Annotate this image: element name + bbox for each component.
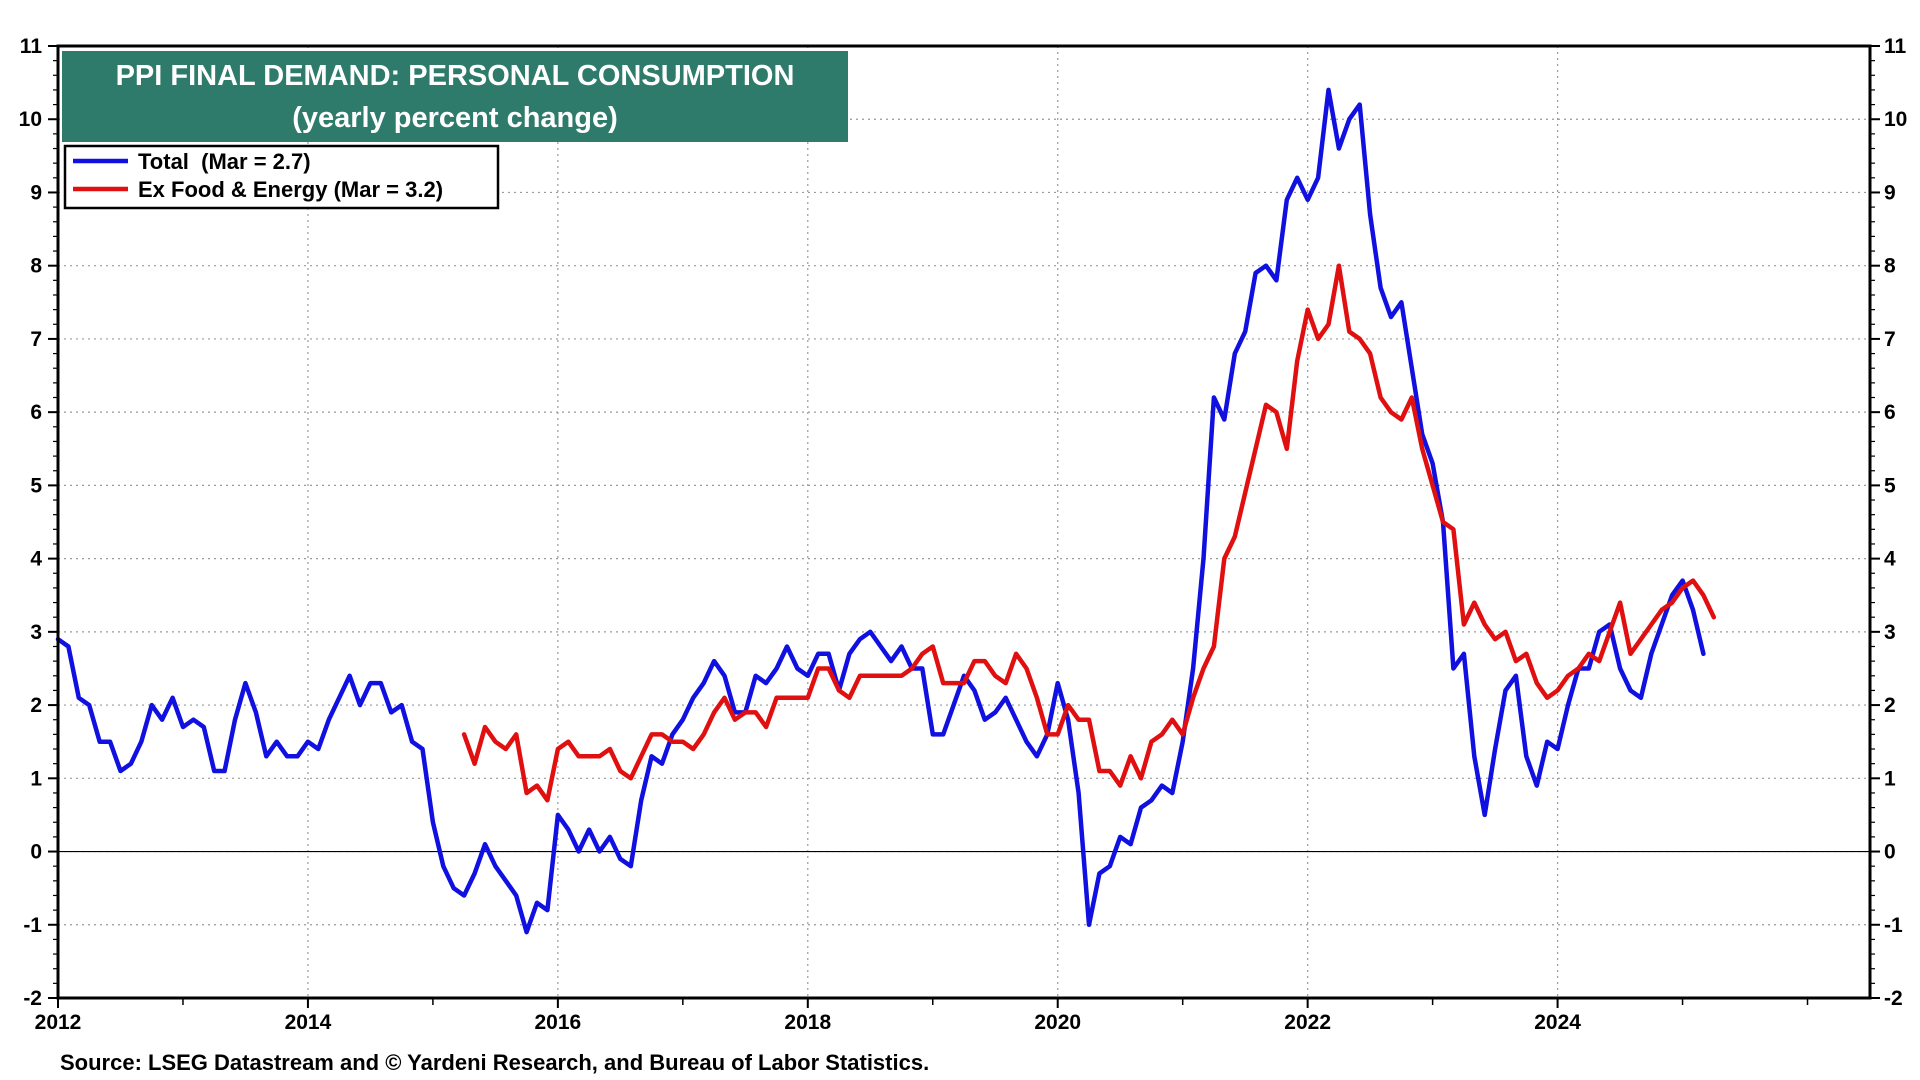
plot-frame	[56, 44, 1872, 1000]
y-tick-label-left: 2	[30, 694, 42, 717]
y-tick-label-left: 5	[30, 474, 42, 497]
y-tick-label-right: 6	[1884, 401, 1896, 424]
x-tick-label: 2020	[1034, 1011, 1081, 1034]
x-tick-label: 2012	[35, 1011, 82, 1034]
y-tick-label-left: 11	[20, 35, 43, 58]
y-tick-label-right: 4	[1884, 548, 1896, 571]
legend-label-core: Ex Food & Energy (Mar = 3.2)	[138, 177, 443, 202]
y-tick-label-right: 3	[1884, 621, 1896, 644]
y-tick-label-left: 6	[30, 401, 42, 424]
y-tick-label-left: 10	[19, 108, 42, 131]
x-axis: 2012 2014 2016 2018 2020 2022 2024	[35, 998, 1809, 1034]
y-tick-label-left: 7	[30, 328, 42, 351]
y-tick-label-right: -1	[1884, 914, 1903, 937]
x-tick-label: 2014	[285, 1011, 332, 1034]
y-tick-label-right: -2	[1884, 987, 1903, 1010]
x-tick-label: 2016	[535, 1011, 582, 1034]
x-tick-label: 2024	[1534, 1011, 1581, 1034]
y-tick-label-right: 8	[1884, 255, 1896, 278]
chart-title: PPI FINAL DEMAND: PERSONAL CONSUMPTION	[116, 60, 795, 92]
y-tick-label-left: -1	[23, 914, 42, 937]
y-tick-label-right: 1	[1884, 767, 1896, 790]
title-box	[62, 51, 848, 142]
y-tick-label-right: 7	[1884, 328, 1896, 351]
y-tick-label-right: 0	[1884, 841, 1896, 864]
x-tick-label: 2018	[784, 1011, 831, 1034]
y-tick-label-left: 1	[30, 767, 42, 790]
y-tick-label-left: 0	[30, 841, 42, 864]
legend-label-total: Total (Mar = 2.7)	[138, 149, 311, 174]
y-tick-label-left: -2	[23, 987, 42, 1010]
y-tick-label-right: 2	[1884, 694, 1896, 717]
chart-subtitle: (yearly percent change)	[292, 102, 618, 134]
series-layer	[55, 87, 1717, 935]
source-note: Source: LSEG Datastream and © Yardeni Re…	[60, 1050, 929, 1075]
legend-box	[63, 144, 500, 210]
series-line-total	[55, 87, 1706, 935]
series-line-ex-food-energy	[461, 263, 1717, 803]
x-tick-label: 2022	[1284, 1011, 1331, 1034]
y-tick-label-left: 9	[30, 181, 42, 204]
y-tick-label-right: 11	[1884, 35, 1907, 58]
y-tick-label-right: 9	[1884, 181, 1896, 204]
y-tick-label-left: 8	[30, 255, 42, 278]
y-tick-label-right: 5	[1884, 474, 1896, 497]
y-tick-label-left: 3	[30, 621, 42, 644]
y-tick-label-left: 4	[30, 548, 42, 571]
y-tick-label-right: 10	[1884, 108, 1907, 131]
